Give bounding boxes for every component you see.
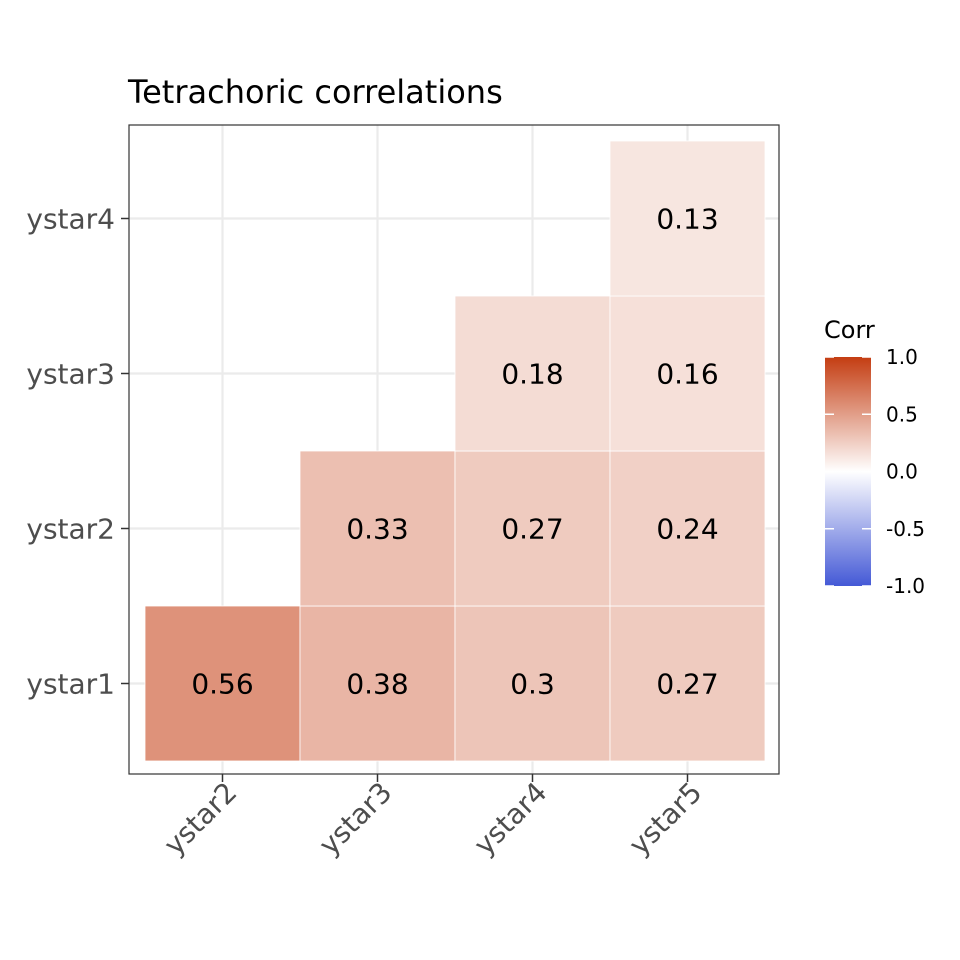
x-tick-label: ystar3 <box>312 776 398 862</box>
legend-tick-label: -1.0 <box>886 574 925 598</box>
cell-value-label: 0.56 <box>191 668 253 701</box>
legend-title: Corr <box>824 316 875 344</box>
heatmap-cell <box>299 450 456 607</box>
x-tick-label: ystar5 <box>622 776 708 862</box>
legend-tick-label: 1.0 <box>886 345 918 369</box>
legend-tick-label: 0.5 <box>886 402 918 426</box>
x-axis: ystar2 ystar3 ystar4 ystar5 <box>157 774 708 862</box>
cell-value-label: 0.27 <box>656 668 718 701</box>
plot-panel: 0.56 0.38 0.3 0.27 0.33 0.27 0.24 0.18 0.16 0.13 <box>128 124 780 775</box>
heatmap-cell <box>144 605 301 762</box>
cell-value-label: 0.24 <box>656 513 718 546</box>
chart-title: Tetrachoric correlations <box>127 73 503 111</box>
cell-value-label: 0.33 <box>346 513 408 546</box>
heatmap-cell <box>609 140 766 297</box>
y-tick-label: ystar4 <box>26 203 115 236</box>
y-tick-label: ystar2 <box>26 513 115 546</box>
x-tick-label: ystar2 <box>157 776 243 862</box>
heatmap-cell <box>609 295 766 452</box>
cell-value-label: 0.38 <box>346 668 408 701</box>
y-axis: ystar1 ystar2 ystar3 ystar4 <box>26 203 129 701</box>
x-tick-label: ystar4 <box>467 776 553 862</box>
cell-value-label: 0.16 <box>656 358 718 391</box>
heatmap-cells <box>144 140 766 762</box>
heatmap-cell <box>454 605 611 762</box>
panel-border <box>128 124 780 775</box>
heatmap-cell-labels: 0.56 0.38 0.3 0.27 0.33 0.27 0.24 0.18 0.16 0.13 <box>191 203 718 701</box>
legend-tick-label: 0.0 <box>886 460 918 484</box>
cell-value-label: 0.18 <box>501 358 563 391</box>
heatmap-cell <box>299 605 456 762</box>
cell-value-label: 0.13 <box>656 203 718 236</box>
heatmap-cell <box>454 450 611 607</box>
y-tick-label: ystar1 <box>26 668 115 701</box>
heatmap-cell <box>609 450 766 607</box>
y-tick-label: ystar3 <box>26 358 115 391</box>
legend-tick-label: -0.5 <box>886 517 925 541</box>
cell-value-label: 0.3 <box>510 668 555 701</box>
heatmap-cell <box>609 605 766 762</box>
cell-value-label: 0.27 <box>501 513 563 546</box>
color-legend: Corr 1.0 0.5 0.0 -0.5 -1.0 <box>824 316 925 598</box>
legend-ticks: 1.0 0.5 0.0 -0.5 -1.0 <box>825 345 925 598</box>
